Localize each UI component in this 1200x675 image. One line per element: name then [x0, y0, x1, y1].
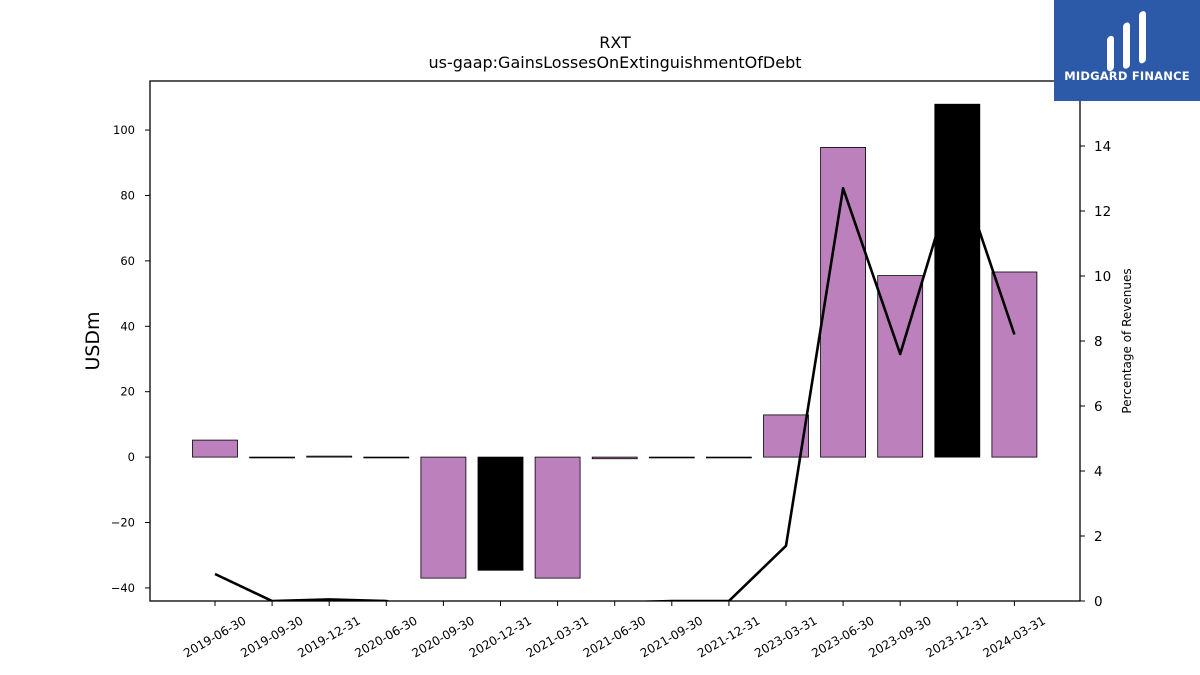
logo-mark-icon: [1107, 11, 1146, 72]
y-tick-label: −40: [111, 581, 135, 595]
y-axis-label: USDm: [82, 311, 104, 370]
y2-tick-label: 6: [1094, 399, 1103, 415]
x-tick-label: 2020-06-30: [352, 613, 419, 660]
pct-of-revenues-line: [214, 164, 1016, 601]
x-tick-label: 2021-06-30: [581, 613, 648, 660]
x-tick-label: 2019-12-31: [295, 613, 362, 660]
bar-2021-03-31: [534, 456, 581, 579]
bar-2021-06-30: [591, 456, 638, 460]
y-tick-label: 20: [120, 385, 135, 399]
y2-tick-label: 12: [1094, 204, 1111, 220]
y-tick-label: 100: [113, 123, 135, 137]
bar-2020-09-30: [420, 456, 467, 579]
x-tick-label: 2023-03-31: [752, 613, 819, 660]
x-tick-label: 2020-09-30: [409, 613, 476, 660]
bar-2021-09-30: [648, 456, 695, 459]
bar-2020-12-31: [477, 456, 524, 571]
x-tick-label: 2020-12-31: [467, 613, 534, 660]
x-tick-label: 2021-09-30: [638, 613, 705, 660]
x-tick-label: 2021-03-31: [524, 613, 591, 660]
x-tick-label: 2019-06-30: [181, 613, 248, 660]
y-axis-right: 0 2 4 6 8 10 12 14: [1080, 139, 1111, 610]
y2-tick-label: 4: [1094, 464, 1103, 480]
x-tick-label: 2019-09-30: [238, 613, 305, 660]
x-tick-label: 2021-12-31: [695, 613, 762, 660]
y2-tick-label: 10: [1094, 269, 1111, 285]
chart-subtitle: us-gaap:GainsLossesOnExtinguishmentOfDeb…: [428, 53, 801, 72]
brand-logo: MIDGARD FINANCE: [1054, 0, 1200, 101]
y2-axis-label: Percentage of Revenues: [1120, 268, 1134, 413]
bar-2021-12-31: [706, 456, 752, 459]
bars: [192, 103, 1038, 579]
bar-2023-06-30: [820, 146, 866, 458]
y2-tick-label: 0: [1094, 594, 1103, 610]
x-tick-label: 2024-03-31: [980, 613, 1047, 660]
bar-2020-06-30: [363, 456, 410, 459]
x-tick-label: 2023-06-30: [809, 613, 876, 660]
y-tick-label: 40: [120, 319, 135, 333]
bar-2024-03-31: [991, 271, 1038, 458]
y-tick-label: −20: [111, 516, 135, 530]
bar-2019-12-31: [306, 455, 353, 458]
logo-text: MIDGARD FINANCE: [1064, 69, 1190, 83]
x-tick-label: 2023-09-30: [866, 613, 933, 660]
y-tick-label: 60: [120, 254, 135, 268]
pct-line-group: [214, 164, 1016, 601]
bar-2019-06-30: [192, 439, 238, 458]
x-axis: 2019-06-302019-09-302019-12-312020-06-30…: [181, 601, 1048, 660]
x-tick-label: 2023-12-31: [923, 613, 990, 660]
y-tick-label: 80: [120, 188, 135, 202]
y2-tick-label: 14: [1094, 139, 1111, 155]
y-axis-left: −40 −20 0 20 40 60 80 100: [111, 123, 150, 595]
y-tick-label: 0: [128, 450, 135, 464]
chart-title: RXT: [599, 33, 631, 52]
bar-2019-09-30: [249, 456, 296, 459]
y2-tick-label: 8: [1094, 334, 1103, 350]
bar-2023-12-31: [934, 103, 981, 458]
y2-tick-label: 2: [1094, 529, 1103, 545]
